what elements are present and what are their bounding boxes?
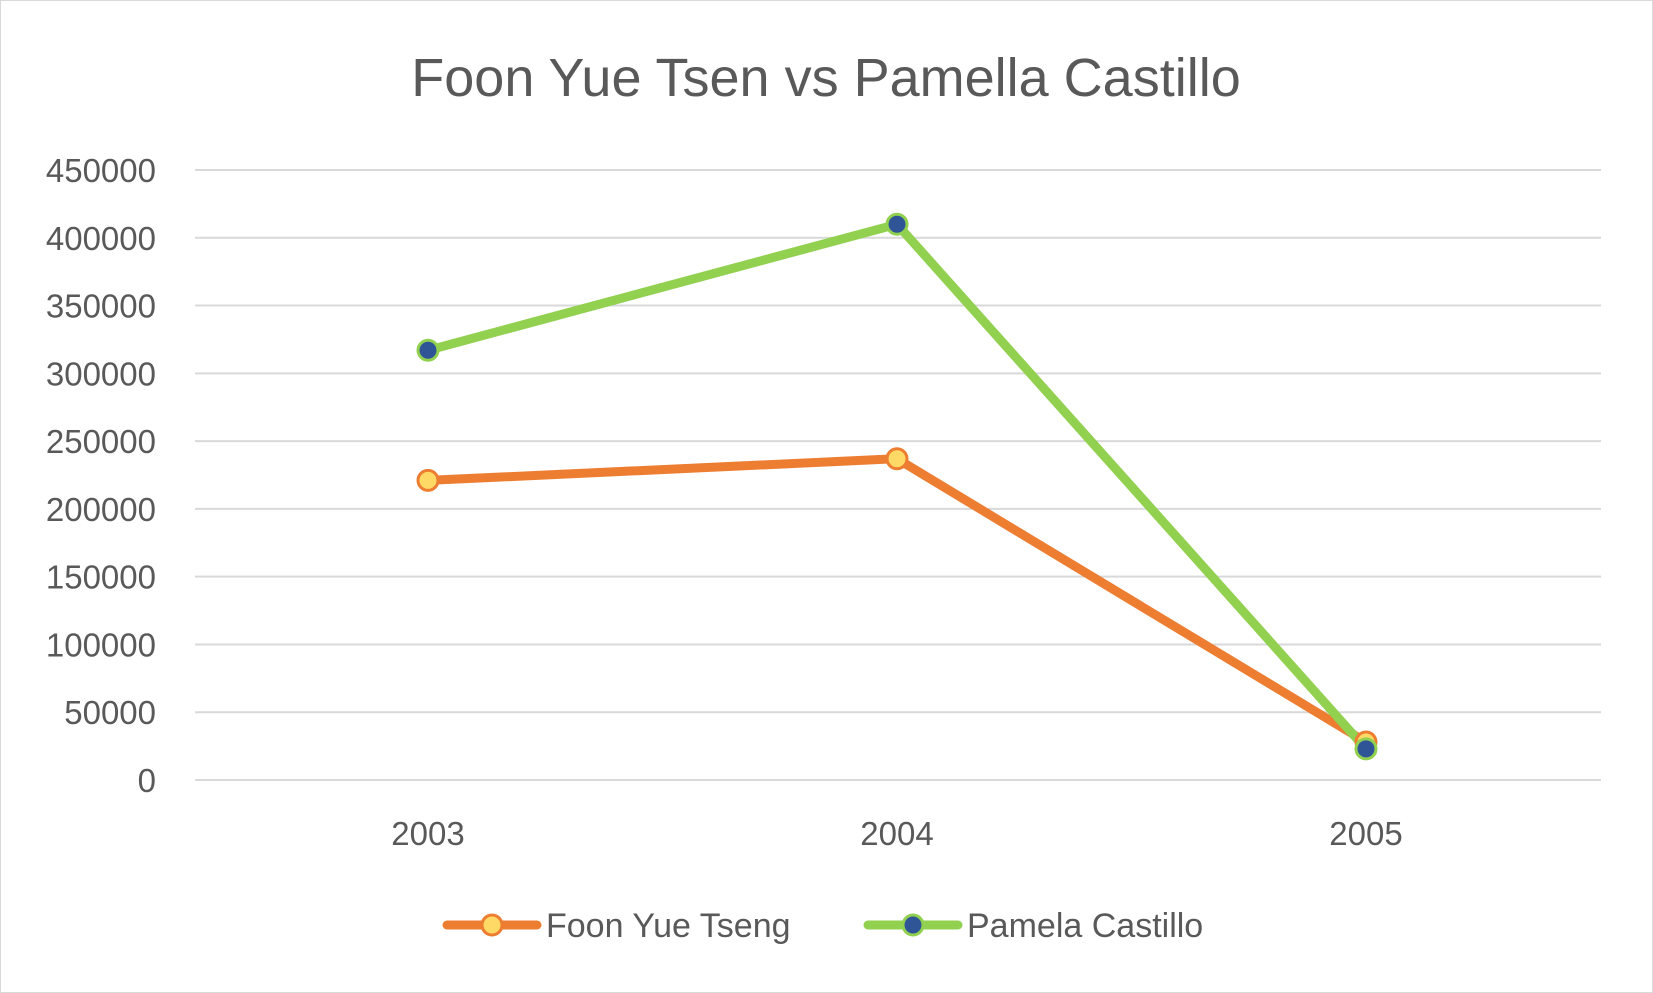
legend-label: Pamela Castillo: [967, 907, 1203, 945]
y-tick-label: 350000: [46, 288, 156, 325]
gridlines: [195, 169, 1601, 781]
y-tick-label: 300000: [46, 355, 156, 392]
y-tick-label: 100000: [46, 626, 156, 663]
y-tick-label: 50000: [64, 694, 156, 731]
series-markers: [416, 212, 1378, 761]
x-tick-label: 2004: [860, 815, 933, 852]
series-0-point: [885, 447, 909, 471]
chart-title: Foon Yue Tsen vs Pamella Castillo: [411, 48, 1240, 108]
x-tick-label: 2005: [1329, 815, 1402, 852]
series-line-0: [423, 454, 1371, 747]
series-lines: [423, 219, 1371, 754]
y-tick-label: 150000: [46, 559, 156, 596]
legend-swatch-marker: [480, 913, 504, 937]
series-1-point: [416, 338, 440, 362]
series-line-1: [423, 219, 1371, 754]
x-axis-tick-labels: 2003 2004 2005: [391, 815, 1402, 852]
series-1-point: [1354, 737, 1378, 761]
legend-item-0: Foon Yue Tseng: [442, 907, 791, 945]
x-tick-label: 2003: [391, 815, 464, 852]
series-0-point: [416, 468, 440, 492]
legend-label: Foon Yue Tseng: [546, 907, 791, 945]
y-axis-tick-labels: 0 50000 100000 150000 200000 250000 300000 3500…: [46, 152, 156, 799]
y-tick-label: 200000: [46, 491, 156, 528]
legend-item-1: Pamela Castillo: [863, 907, 1203, 945]
y-tick-label: 0: [138, 762, 156, 799]
y-tick-label: 450000: [46, 152, 156, 189]
y-tick-label: 250000: [46, 423, 156, 460]
y-tick-label: 400000: [46, 220, 156, 257]
legend-swatch-marker: [901, 913, 925, 937]
legend: Foon Yue Tseng Pamela Castillo: [442, 907, 1203, 945]
series-1-point: [885, 212, 909, 236]
